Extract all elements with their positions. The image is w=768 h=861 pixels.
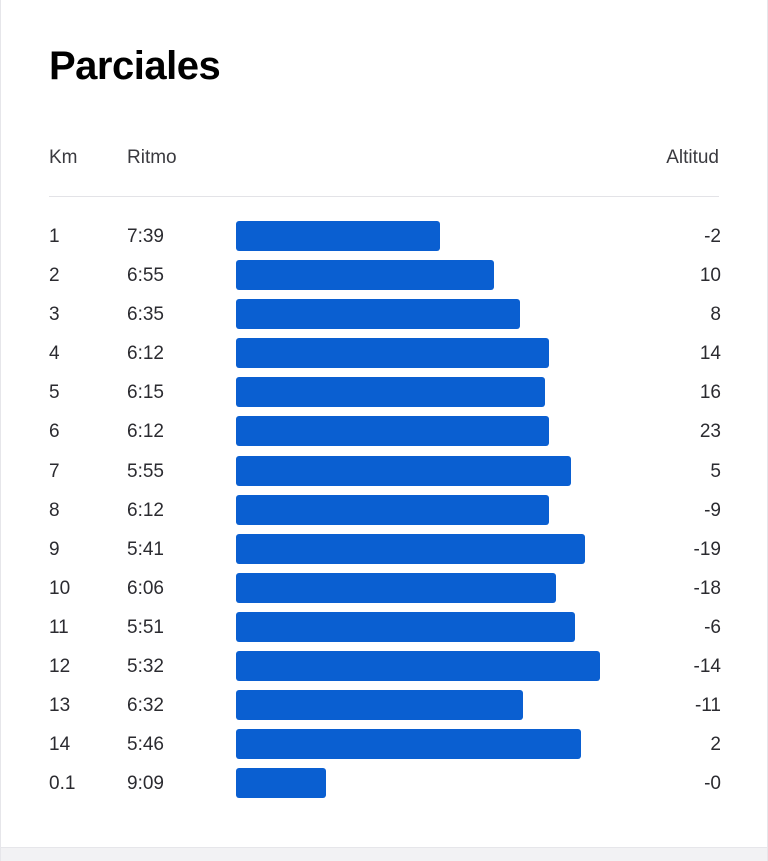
split-bar-track <box>236 338 616 369</box>
split-row: 13 6:32 -11 <box>49 686 721 725</box>
split-row: 11 5:51 -6 <box>49 608 721 647</box>
split-pace-bar <box>236 299 520 330</box>
split-km: 10 <box>49 577 71 599</box>
split-pace-bar <box>236 377 545 408</box>
split-pace-bar <box>236 455 572 486</box>
split-pace: 6:12 <box>127 421 164 443</box>
split-pace-bar <box>236 494 550 525</box>
split-km: 12 <box>49 656 71 678</box>
split-km: 4 <box>49 343 60 365</box>
split-pace: 6:12 <box>127 343 164 365</box>
split-pace-bar <box>236 533 585 564</box>
split-bar-track <box>236 299 616 330</box>
split-row: 8 6:12 -9 <box>49 491 721 530</box>
split-pace-bar <box>236 768 327 799</box>
split-elevation: -19 <box>693 538 721 560</box>
split-bar-track <box>236 611 616 642</box>
split-km: 9 <box>49 538 60 560</box>
splits-table-body: 1 7:39 -2 2 6:55 10 3 6:35 8 4 6:12 14 5 6:15 16 6 6:12 2… <box>49 217 721 803</box>
splits-table-header: Km Ritmo Altitud <box>49 147 719 171</box>
split-row: 12 5:32 -14 <box>49 647 721 686</box>
split-pace-bar <box>236 729 582 760</box>
split-bar-track <box>236 416 616 447</box>
split-pace-bar <box>236 572 556 603</box>
split-elevation: 5 <box>710 460 721 482</box>
split-row: 1 7:39 -2 <box>49 217 721 256</box>
split-km: 7 <box>49 460 60 482</box>
split-pace-bar <box>236 690 523 721</box>
split-elevation: -14 <box>693 656 721 678</box>
split-bar-track <box>236 377 616 408</box>
header-elevation: Altitud <box>666 147 719 168</box>
split-elevation: 10 <box>699 265 721 287</box>
header-pace: Ritmo <box>127 147 177 168</box>
split-elevation: -6 <box>704 616 721 638</box>
split-km: 3 <box>49 304 60 326</box>
split-bar-track <box>236 729 616 760</box>
split-elevation: -2 <box>704 226 721 247</box>
split-elevation: -11 <box>694 695 721 717</box>
split-pace: 6:15 <box>127 382 164 404</box>
split-bar-track <box>236 768 616 799</box>
split-pace: 7:39 <box>127 226 164 247</box>
split-pace: 6:12 <box>127 499 164 521</box>
split-row: 3 6:35 8 <box>49 295 721 334</box>
split-elevation: 8 <box>710 304 721 326</box>
split-row: 2 6:55 10 <box>49 256 721 295</box>
split-km: 1 <box>49 226 60 247</box>
split-bar-track <box>236 690 616 721</box>
split-elevation: 16 <box>699 382 721 404</box>
split-pace: 5:46 <box>127 734 164 756</box>
split-pace: 5:32 <box>127 656 164 678</box>
split-km: 13 <box>49 695 71 717</box>
split-km: 14 <box>49 734 71 756</box>
split-pace-bar <box>236 260 495 291</box>
split-bar-track <box>236 455 616 486</box>
split-pace-bar <box>236 338 550 369</box>
panel-bottom-edge <box>1 847 767 861</box>
split-elevation: 2 <box>710 734 721 756</box>
split-pace: 6:35 <box>127 304 164 326</box>
split-pace-bar <box>236 221 441 251</box>
split-elevation: -18 <box>693 577 721 599</box>
split-pace-bar <box>236 611 575 642</box>
split-km: 0.1 <box>49 773 76 795</box>
split-bar-track <box>236 572 616 603</box>
split-row: 10 6:06 -18 <box>49 569 721 608</box>
header-km: Km <box>49 147 78 168</box>
split-elevation: -0 <box>704 773 721 795</box>
split-elevation: 23 <box>699 421 721 443</box>
split-bar-track <box>236 533 616 564</box>
split-km: 11 <box>49 616 69 638</box>
split-row: 14 5:46 2 <box>49 725 721 764</box>
split-pace: 6:55 <box>127 265 164 287</box>
split-row: 4 6:12 14 <box>49 334 721 373</box>
split-pace-bar <box>236 416 550 447</box>
split-row: 7 5:55 5 <box>49 452 721 491</box>
split-pace: 9:09 <box>127 773 164 795</box>
split-pace: 5:51 <box>127 616 164 638</box>
split-row: 5 6:15 16 <box>49 373 721 412</box>
split-km: 5 <box>49 382 60 404</box>
split-pace: 5:55 <box>127 460 164 482</box>
split-km: 8 <box>49 499 60 521</box>
split-row: 6 6:12 23 <box>49 412 721 451</box>
split-km: 2 <box>49 265 60 287</box>
split-elevation: -9 <box>704 499 721 521</box>
split-pace: 6:32 <box>127 695 164 717</box>
page-title: Parciales <box>49 44 221 88</box>
split-elevation: 14 <box>699 343 721 365</box>
split-pace-bar <box>236 651 601 682</box>
split-row: 9 5:41 -19 <box>49 530 721 569</box>
split-bar-track <box>236 494 616 525</box>
split-pace: 5:41 <box>127 538 164 560</box>
split-bar-track <box>236 260 616 291</box>
split-km: 6 <box>49 421 60 443</box>
split-bar-track <box>236 651 616 682</box>
header-divider <box>49 196 719 197</box>
split-pace: 6:06 <box>127 577 164 599</box>
split-bar-track <box>236 221 616 251</box>
split-row: 0.1 9:09 -0 <box>49 764 721 803</box>
